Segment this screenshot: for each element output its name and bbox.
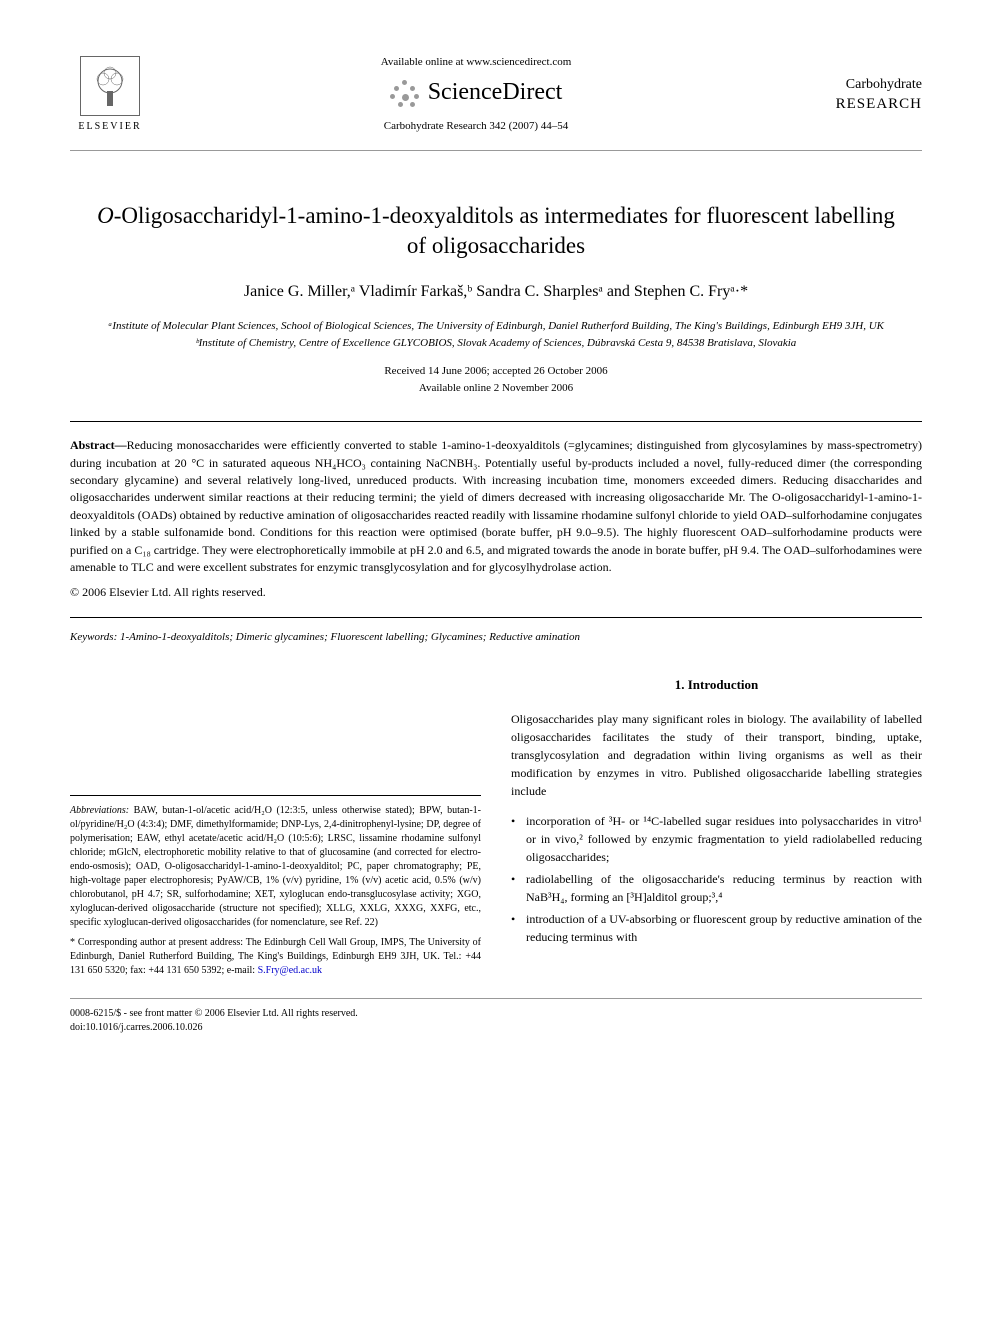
keywords: Keywords: 1-Amino-1-deoxyalditols; Dimer…	[70, 630, 922, 645]
abstract: Abstract—Reducing monosaccharides were e…	[70, 421, 922, 618]
intro-para-1: Oligosaccharides play many significant r…	[511, 710, 922, 800]
list-item: introduction of a UV-absorbing or fluore…	[511, 910, 922, 946]
abstract-label: Abstract—	[70, 438, 127, 452]
keywords-label: Keywords:	[70, 631, 117, 643]
center-header: Available online at www.sciencedirect.co…	[150, 55, 802, 134]
journal-reference: Carbohydrate Research 342 (2007) 44–54	[150, 119, 802, 134]
abstract-text: Reducing monosaccharides were efficientl…	[70, 438, 922, 574]
two-column-body: Abbreviations: BAW, butan-1-ol/acetic ac…	[70, 675, 922, 978]
header-row: ELSEVIER Available online at www.science…	[70, 50, 922, 151]
journal-logo-top: Carbohydrate	[802, 75, 922, 95]
intro-bullet-list: incorporation of ³H- or ¹⁴C-labelled sug…	[511, 812, 922, 946]
sciencedirect-icon	[390, 78, 420, 108]
footer: 0008-6215/$ - see front matter © 2006 El…	[70, 998, 922, 1035]
abbreviations-block: Abbreviations: BAW, butan-1-ol/acetic ac…	[70, 804, 481, 930]
dates: Received 14 June 2006; accepted 26 Octob…	[70, 363, 922, 396]
keywords-text: 1-Amino-1-deoxyalditols; Dimeric glycami…	[120, 631, 580, 643]
elsevier-logo: ELSEVIER	[70, 50, 150, 140]
abbreviations-text: BAW, butan-1-ol/acetic acid/H₂O (12:3:5,…	[70, 805, 481, 928]
list-item: radiolabelling of the oligosaccharide's …	[511, 870, 922, 906]
affiliation-b: ᵇInstitute of Chemistry, Centre of Excel…	[70, 335, 922, 352]
authors: Janice G. Miller,ᵃ Vladimír Farkaš,ᵇ San…	[70, 281, 922, 303]
journal-logo-bottom: RESEARCH	[802, 94, 922, 115]
affiliation-a: ᵃInstitute of Molecular Plant Sciences, …	[70, 318, 922, 335]
article-title: O-Oligosaccharidyl-1-amino-1-deoxyaldito…	[90, 201, 902, 261]
corresp-email[interactable]: S.Fry@ed.ac.uk	[258, 965, 322, 976]
elsevier-label: ELSEVIER	[78, 120, 141, 134]
abbreviations-label: Abbreviations:	[70, 805, 129, 816]
elsevier-tree-icon	[80, 56, 140, 116]
sciencedirect-logo: ScienceDirect	[150, 76, 802, 110]
section-heading-intro: 1. Introduction	[511, 675, 922, 695]
available-online-text: Available online at www.sciencedirect.co…	[150, 55, 802, 70]
abstract-copyright: © 2006 Elsevier Ltd. All rights reserved…	[70, 584, 922, 601]
corresp-marker: *	[70, 937, 75, 948]
sciencedirect-text: ScienceDirect	[428, 76, 563, 110]
received-date: Received 14 June 2006; accepted 26 Octob…	[70, 363, 922, 380]
corresponding-author: * Corresponding author at present addres…	[70, 936, 481, 978]
online-date: Available online 2 November 2006	[70, 380, 922, 397]
list-item: incorporation of ³H- or ¹⁴C-labelled sug…	[511, 812, 922, 866]
left-column: Abbreviations: BAW, butan-1-ol/acetic ac…	[70, 675, 481, 978]
footer-doi: doi:10.1016/j.carres.2006.10.026	[70, 1021, 922, 1035]
footer-copyright: 0008-6215/$ - see front matter © 2006 El…	[70, 1007, 922, 1021]
journal-logo: Carbohydrate RESEARCH	[802, 75, 922, 116]
right-column: 1. Introduction Oligosaccharides play ma…	[511, 675, 922, 978]
affiliations: ᵃInstitute of Molecular Plant Sciences, …	[70, 318, 922, 351]
